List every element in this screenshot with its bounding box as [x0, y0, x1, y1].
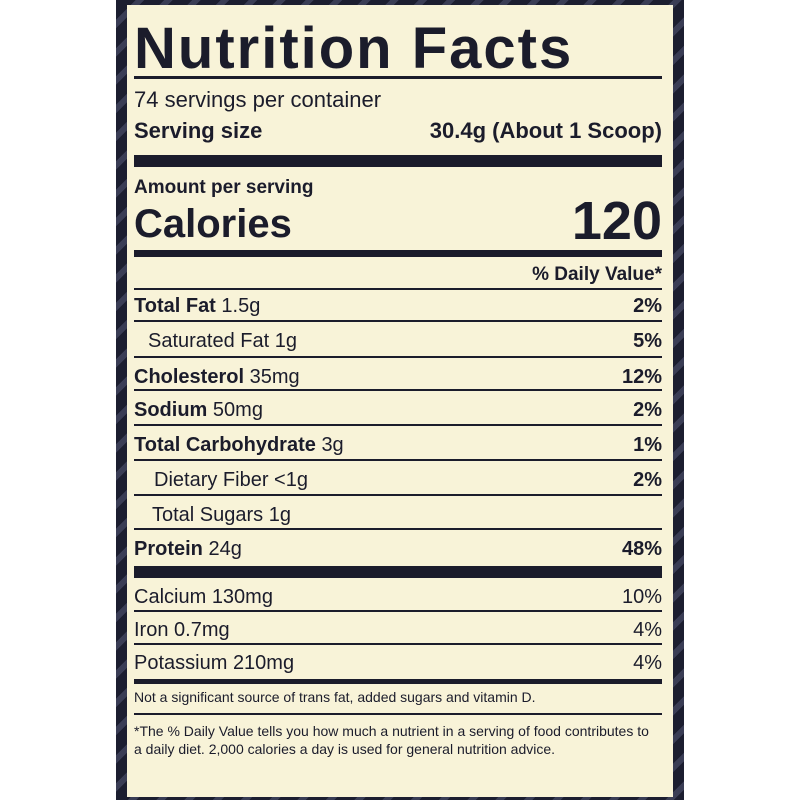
amount-per-serving: Amount per serving	[134, 177, 314, 198]
nutrient-name: Cholesterol	[134, 366, 245, 388]
mineral-dv: 10%	[621, 586, 662, 608]
rule	[134, 288, 662, 290]
serving-size: Serving size 30.4g (About 1 Scoop)	[134, 119, 662, 143]
mineral-name: Iron	[134, 619, 169, 641]
nutrient-amount: 3g	[321, 434, 344, 456]
rule	[134, 356, 662, 358]
medium-rule	[134, 250, 662, 257]
rule	[134, 494, 662, 496]
nutrient-row: Total Sugars 1g	[134, 503, 662, 527]
daily-value-header: % Daily Value*	[532, 264, 662, 285]
rule	[134, 459, 662, 461]
nutrient-dv: 2%	[633, 295, 662, 317]
nutrient-name: Saturated Fat	[148, 330, 270, 352]
nutrient-row: Protein 24g 48%	[134, 537, 662, 561]
nutrient-amount: <1g	[274, 469, 308, 491]
nutrient-name: Total Fat	[134, 295, 216, 317]
nutrient-amount: 1.5g	[221, 295, 261, 317]
nutrient-amount: 1g	[268, 504, 291, 526]
nutrient-dv: 5%	[633, 330, 662, 352]
nutrient-amount: 50mg	[212, 399, 263, 421]
servings: 74 servings per container	[134, 87, 382, 112]
mineral-amount: 0.7mg	[174, 619, 230, 641]
mineral-amount: 210mg	[232, 652, 295, 674]
nutrient-name: Protein	[134, 538, 203, 560]
mineral-row: Calcium 130mg 10%	[134, 585, 662, 609]
rule	[134, 643, 662, 645]
footnote: *The % Daily Value tells you how much a …	[134, 723, 649, 757]
calories-label: Calories	[134, 202, 292, 246]
rule	[134, 320, 662, 322]
rule	[134, 713, 662, 715]
nutrient-row: Saturated Fat 1g 5%	[134, 329, 662, 353]
nutrient-name: Sodium	[134, 399, 208, 421]
serving-size-value: 30.4g (About 1 Scoop)	[429, 118, 662, 143]
serving-size-label: Serving size	[134, 118, 263, 143]
nutrient-name: Total Carbohydrate	[134, 434, 316, 456]
mineral-amount: 130mg	[211, 586, 273, 608]
nutrient-dv: 12%	[621, 366, 662, 388]
calories-row: Calories 120	[134, 191, 662, 252]
nutrient-row: Cholesterol 35mg 12%	[134, 365, 662, 389]
mineral-dv: 4%	[633, 619, 662, 641]
medium-rule	[134, 679, 662, 684]
mineral-dv: 4%	[633, 652, 662, 674]
rule	[134, 389, 662, 391]
label-panel	[127, 5, 673, 797]
nutrient-dv: 1%	[633, 434, 662, 456]
rule	[134, 528, 662, 530]
nutrient-row: Sodium 50mg 2%	[134, 398, 662, 422]
nutrient-row: Dietary Fiber <1g 2%	[134, 468, 662, 492]
mineral-name: Potassium	[134, 652, 228, 674]
nutrient-amount: 35mg	[249, 366, 300, 388]
thick-rule	[134, 566, 662, 578]
nutrient-dv: 48%	[621, 538, 662, 560]
thick-rule	[134, 155, 662, 167]
calories-value: 120	[571, 191, 662, 251]
rule	[134, 76, 662, 79]
nutrient-amount: 24g	[208, 538, 242, 560]
mineral-name: Calcium	[134, 586, 207, 608]
nutrient-row: Total Fat 1.5g 2%	[134, 294, 662, 318]
nutrient-amount: 1g	[274, 330, 297, 352]
nutrient-name: Total Sugars	[152, 504, 264, 526]
rule	[134, 424, 662, 426]
note: Not a significant source of trans fat, a…	[134, 689, 536, 705]
mineral-row: Iron 0.7mg 4%	[134, 618, 662, 642]
nutrient-name: Dietary Fiber	[154, 469, 269, 491]
nutrient-dv: 2%	[633, 469, 662, 491]
nutrient-row: Total Carbohydrate 3g 1%	[134, 433, 662, 457]
rule	[134, 610, 662, 612]
title: Nutrition Facts	[134, 16, 574, 81]
nutrient-dv: 2%	[633, 399, 662, 421]
mineral-row: Potassium 210mg 4%	[134, 651, 662, 675]
